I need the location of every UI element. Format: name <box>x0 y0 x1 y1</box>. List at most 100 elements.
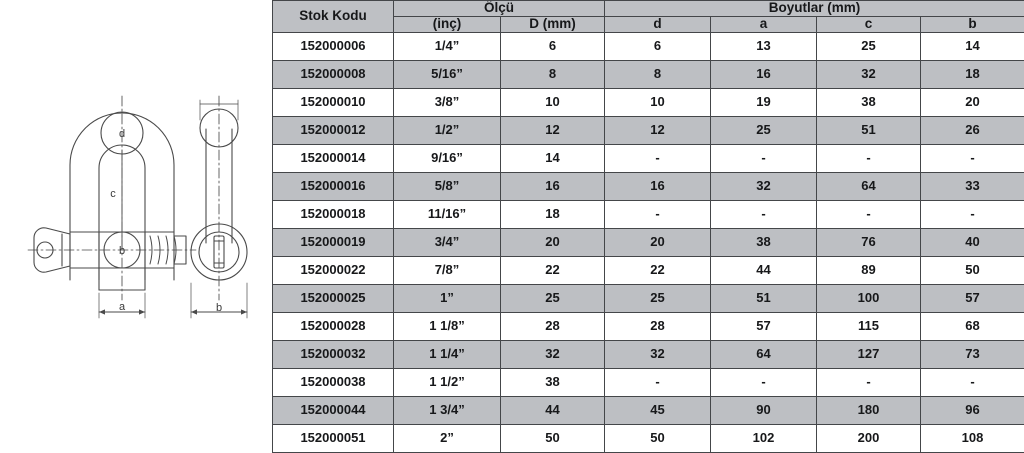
column-header-D-mm: D (mm) <box>499 15 606 33</box>
cell-D-mm: 22 <box>499 255 606 285</box>
cell-b: 14 <box>920 31 1024 61</box>
d-shackle-drawing: d c b a b <box>27 95 248 319</box>
cell-inc: 3/8” <box>393 87 501 117</box>
cell-inc: 3/4” <box>393 227 501 257</box>
cell-d: 10 <box>604 87 712 117</box>
cell-stok-kodu: 152000044 <box>272 395 394 425</box>
cell-d: 16 <box>604 171 712 201</box>
table-row: 152000025 1” 25 25 51 100 57 <box>272 283 1024 313</box>
table-header: Stok Kodu Ölçü Boyutlar (mm) (inç) D (mm… <box>272 0 1024 33</box>
table-row: 152000018 11/16” 18- - - - <box>272 199 1024 229</box>
cell-a: 64 <box>710 339 818 369</box>
table-row: 152000019 3/4” 20 20 38 76 40 <box>272 227 1024 257</box>
technical-drawing-pane: d c b a b <box>0 0 272 453</box>
cell-d: - <box>604 143 712 173</box>
cell-d: 28 <box>604 311 712 341</box>
column-header-stok-kodu: Stok Kodu <box>272 0 394 33</box>
cell-a: 90 <box>710 395 818 425</box>
cell-inc: 5/8” <box>393 171 501 201</box>
cell-b: 68 <box>920 311 1024 341</box>
cell-a: 102 <box>710 423 818 453</box>
cell-c: 76 <box>816 227 922 257</box>
cell-stok-kodu: 152000008 <box>272 59 394 89</box>
column-header-a: a <box>710 15 818 33</box>
side-view <box>190 95 248 319</box>
cell-D-mm: 25 <box>499 283 606 313</box>
cell-b: 26 <box>920 115 1024 145</box>
specification-table: Stok Kodu Ölçü Boyutlar (mm) (inç) D (mm… <box>272 0 1024 453</box>
dim-label-a: a <box>119 301 126 313</box>
cell-b: 40 <box>920 227 1024 257</box>
cell-a: - <box>710 199 818 229</box>
cell-b: 50 <box>920 255 1024 285</box>
cell-D-mm: 38 <box>499 367 606 397</box>
table-row: 152000008 5/16” 8 8 16 32 18 <box>272 59 1024 89</box>
cell-b: - <box>920 199 1024 229</box>
table-row: 152000010 3/8” 10 10 19 38 20 <box>272 87 1024 117</box>
cell-c: 115 <box>816 311 922 341</box>
cell-inc: 2” <box>393 423 501 453</box>
dim-label-c: c <box>110 188 116 200</box>
cell-inc: 5/16” <box>393 59 501 89</box>
cell-a: - <box>710 143 818 173</box>
cell-a: 13 <box>710 31 818 61</box>
cell-a: - <box>710 367 818 397</box>
cell-stok-kodu: 152000014 <box>272 143 394 173</box>
cell-stok-kodu: 152000022 <box>272 255 394 285</box>
cell-inc: 9/16” <box>393 143 501 173</box>
cell-D-mm: 16 <box>499 171 606 201</box>
cell-b: - <box>920 367 1024 397</box>
cell-a: 19 <box>710 87 818 117</box>
cell-D-mm: 14 <box>499 143 606 173</box>
cell-stok-kodu: 152000028 <box>272 311 394 341</box>
cell-c: 89 <box>816 255 922 285</box>
column-header-inc: (inç) <box>393 15 501 33</box>
cell-c: 32 <box>816 59 922 89</box>
cell-stok-kodu: 152000025 <box>272 283 394 313</box>
cell-d: 25 <box>604 283 712 313</box>
cell-inc: 1 1/2” <box>393 367 501 397</box>
cell-c: 64 <box>816 171 922 201</box>
cell-d: 22 <box>604 255 712 285</box>
table-row: 152000044 1 3/4” 44 45 90 180 96 <box>272 395 1024 425</box>
cell-d: - <box>604 199 712 229</box>
cell-a: 25 <box>710 115 818 145</box>
column-header-b: b <box>920 15 1024 33</box>
cell-D-mm: 20 <box>499 227 606 257</box>
dim-label-b-side: b <box>216 302 222 314</box>
cell-d: 6 <box>604 31 712 61</box>
cell-stok-kodu: 152000051 <box>272 423 394 453</box>
cell-inc: 1/2” <box>393 115 501 145</box>
table-header-row-sub: (inç) D (mm) d a c b <box>273 15 1024 33</box>
cell-d: 20 <box>604 227 712 257</box>
cell-D-mm: 44 <box>499 395 606 425</box>
cell-b: 33 <box>920 171 1024 201</box>
table-row: 152000014 9/16” 14- - - - <box>272 143 1024 173</box>
column-header-d: d <box>604 15 712 33</box>
table-body: 152000006 1/4” 6 6 13 25 14 152000008 5/16” 8 8 16 3… <box>272 31 1024 453</box>
cell-c: 25 <box>816 31 922 61</box>
cell-a: 32 <box>710 171 818 201</box>
cell-stok-kodu: 152000032 <box>272 339 394 369</box>
cell-d: 32 <box>604 339 712 369</box>
table-row: 152000032 1 1/4” 32 32 64 127 73 <box>272 339 1024 369</box>
cell-b: - <box>920 143 1024 173</box>
cell-a: 51 <box>710 283 818 313</box>
table-header-row-group: Stok Kodu Ölçü Boyutlar (mm) <box>272 0 1024 33</box>
cell-inc: 1 1/4” <box>393 339 501 369</box>
cell-D-mm: 32 <box>499 339 606 369</box>
cell-c: 100 <box>816 283 922 313</box>
cell-a: 44 <box>710 255 818 285</box>
cell-stok-kodu: 152000038 <box>272 367 394 397</box>
cell-d: 45 <box>604 395 712 425</box>
cell-c: 127 <box>816 339 922 369</box>
column-header-c: c <box>816 15 922 33</box>
cell-D-mm: 12 <box>499 115 606 145</box>
cell-inc: 1” <box>393 283 501 313</box>
cell-c: - <box>816 199 922 229</box>
cell-inc: 1 1/8” <box>393 311 501 341</box>
table-row: 152000028 1 1/8” 28 28 57 115 68 <box>272 311 1024 341</box>
dim-label-b: b <box>119 245 125 257</box>
cell-D-mm: 10 <box>499 87 606 117</box>
